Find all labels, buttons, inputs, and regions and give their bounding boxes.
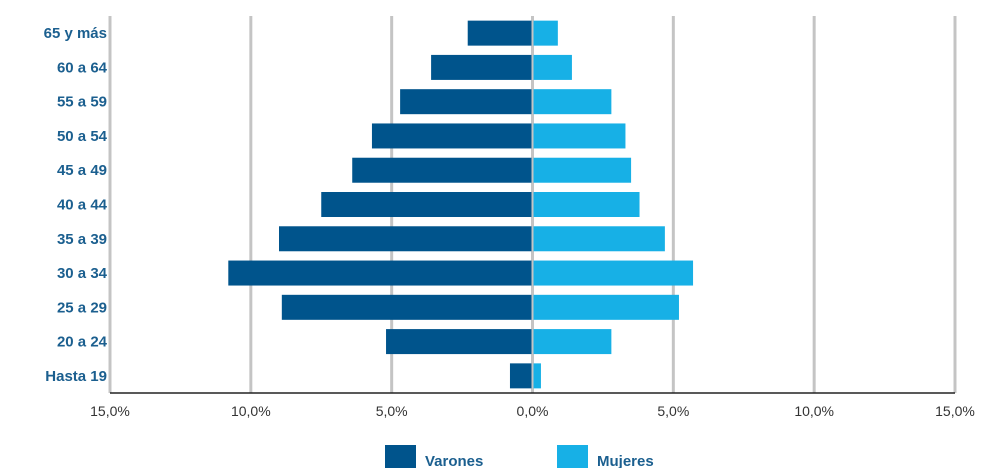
bar-varones bbox=[279, 226, 532, 252]
bar-mujeres bbox=[533, 226, 665, 252]
tick-label: 5,0% bbox=[376, 403, 408, 419]
category-label: Hasta 19 bbox=[45, 368, 107, 385]
bar-varones bbox=[467, 20, 532, 46]
tick-label: 15,0% bbox=[90, 403, 130, 419]
category-label: 65 y más bbox=[44, 25, 107, 42]
bar-mujeres bbox=[533, 89, 612, 115]
bar-mujeres bbox=[533, 192, 640, 217]
legend: Varones Mujeres bbox=[385, 445, 654, 468]
tick-labels: 15,0% 10,0% 5,0% 0,0% 5,0% 10,0% 15,0% bbox=[90, 403, 975, 419]
bar-varones bbox=[509, 363, 532, 389]
bar-mujeres bbox=[533, 123, 626, 149]
category-labels: 65 y más 60 a 64 55 a 59 50 a 54 45 a 49 40 a… bbox=[44, 25, 108, 385]
bar-mujeres bbox=[533, 157, 632, 183]
grid-lines bbox=[108, 16, 957, 393]
category-label: 20 a 24 bbox=[57, 334, 108, 351]
bar-varones bbox=[281, 294, 532, 320]
legend-label: Varones bbox=[425, 453, 483, 468]
legend-swatch bbox=[557, 445, 588, 468]
legend-swatch bbox=[385, 445, 416, 468]
bar-varones bbox=[352, 157, 532, 183]
category-label: 40 a 44 bbox=[57, 197, 108, 214]
category-label: 55 a 59 bbox=[57, 94, 107, 111]
bar-mujeres bbox=[533, 294, 679, 320]
bar-varones bbox=[321, 192, 532, 217]
legend-label: Mujeres bbox=[597, 453, 654, 468]
category-label: 25 a 29 bbox=[57, 299, 107, 316]
bar-varones bbox=[386, 329, 532, 355]
category-label: 50 a 54 bbox=[57, 128, 108, 145]
category-label: 45 a 49 bbox=[57, 162, 107, 179]
bar-mujeres bbox=[533, 54, 572, 80]
bar-varones bbox=[228, 260, 532, 286]
bar-mujeres bbox=[533, 260, 694, 286]
bars bbox=[228, 20, 694, 389]
bar-mujeres bbox=[533, 363, 541, 389]
bar-varones bbox=[400, 89, 532, 115]
bar-mujeres bbox=[533, 329, 612, 355]
bar-varones bbox=[371, 123, 532, 149]
bar-varones bbox=[431, 54, 532, 80]
category-label: 30 a 34 bbox=[57, 265, 108, 282]
bar-mujeres bbox=[533, 20, 558, 46]
tick-label: 5,0% bbox=[657, 403, 689, 419]
tick-label: 0,0% bbox=[517, 403, 549, 419]
tick-label: 10,0% bbox=[794, 403, 834, 419]
category-label: 60 a 64 bbox=[57, 59, 108, 76]
category-label: 35 a 39 bbox=[57, 231, 107, 248]
tick-label: 15,0% bbox=[935, 403, 975, 419]
tick-label: 10,0% bbox=[231, 403, 271, 419]
